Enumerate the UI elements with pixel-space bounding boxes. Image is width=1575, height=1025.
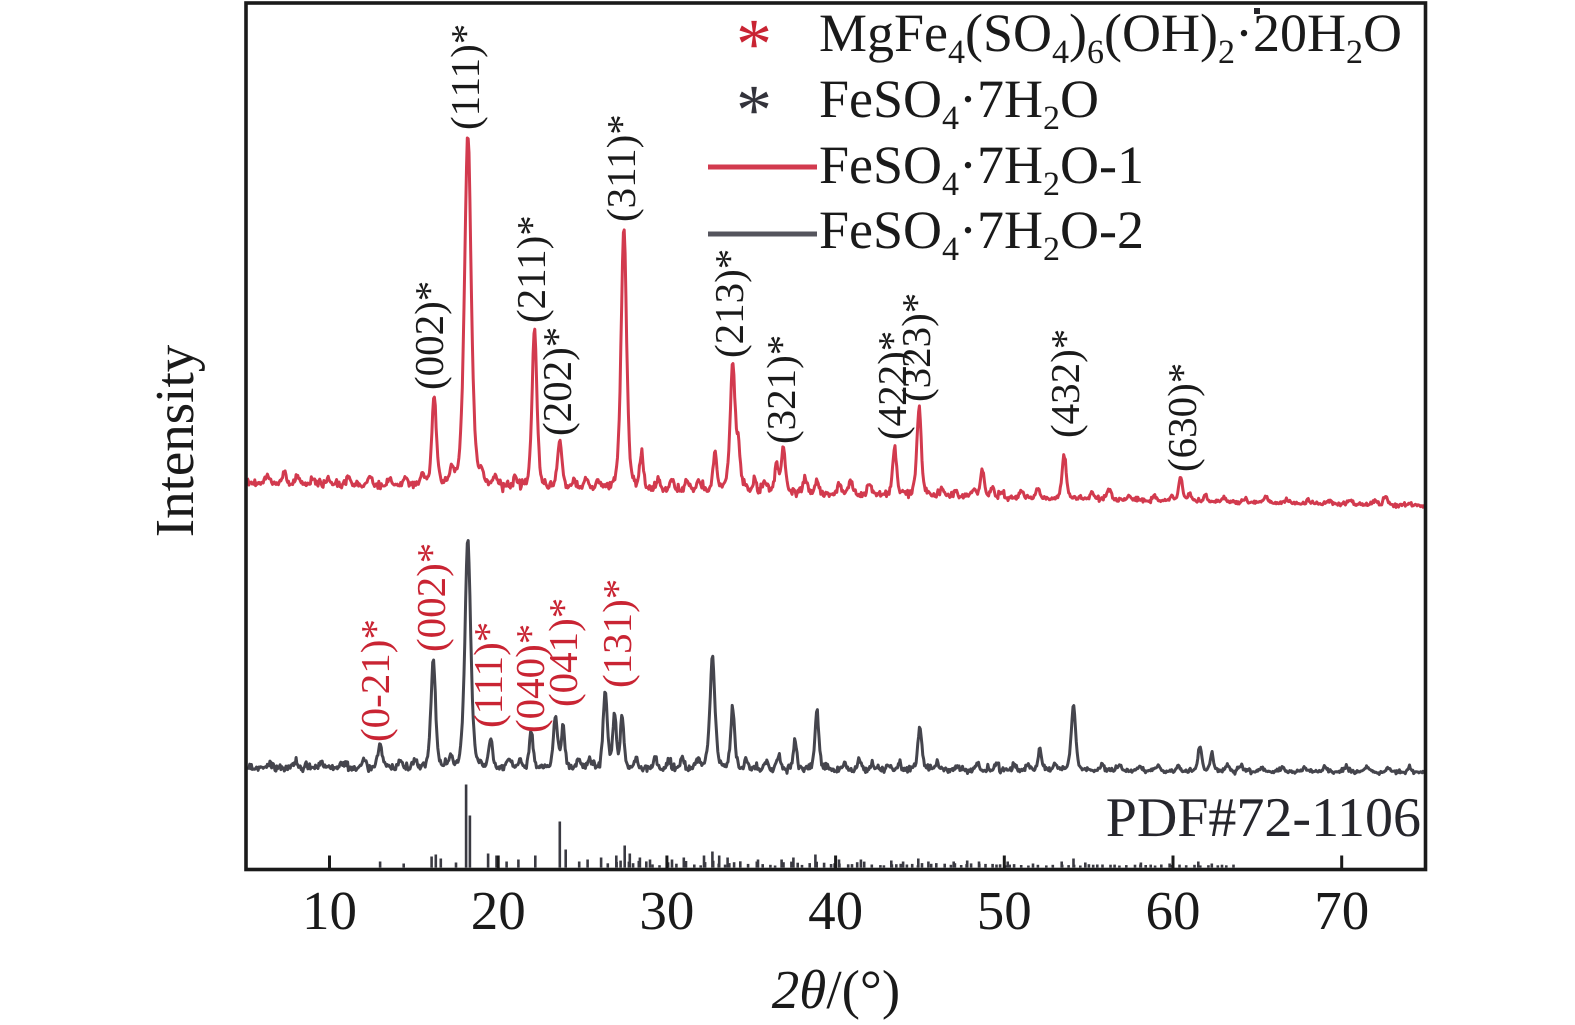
svg-text:FeSO4​·7H2​O-2: FeSO4​·7H2​O-2	[819, 200, 1144, 268]
svg-text:(630)*: (630)*	[1159, 363, 1205, 472]
svg-text:(321)*: (321)*	[758, 335, 804, 444]
svg-text:*: *	[736, 4, 772, 84]
svg-text:(111)*: (111)*	[465, 622, 511, 728]
svg-text:Intensity: Intensity	[144, 344, 205, 537]
svg-text:50: 50	[977, 880, 1032, 941]
svg-text:(131)*: (131)*	[594, 579, 640, 688]
svg-text:(040)*: (040)*	[507, 624, 553, 733]
svg-text:(211)*: (211)*	[508, 215, 554, 323]
svg-text:2θ/(°): 2θ/(°)	[772, 959, 900, 1020]
svg-text:*: *	[736, 70, 772, 150]
svg-text:30: 30	[639, 880, 694, 941]
svg-text:(213)*: (213)*	[706, 249, 752, 358]
svg-text:FeSO4​·7H2​O-1: FeSO4​·7H2​O-1	[819, 135, 1144, 203]
svg-text:(041)*: (041)*	[540, 598, 586, 707]
svg-text:70: 70	[1314, 880, 1369, 941]
svg-text:MgFe4​(SO4​)6​(OH)2​·20H2​O: MgFe4​(SO4​)6​(OH)2​·20H2​O	[819, 3, 1402, 71]
svg-text:(422)*: (422)*	[869, 331, 915, 440]
svg-text:(311)*: (311)*	[598, 114, 644, 222]
svg-text:40: 40	[808, 880, 863, 941]
svg-text:PDF#72-1106: PDF#72-1106	[1106, 787, 1421, 849]
svg-text:(202)*: (202)*	[534, 327, 580, 436]
svg-text:(002)*: (002)*	[406, 281, 452, 390]
svg-text:(323)*: (323)*	[893, 293, 939, 402]
svg-text:20: 20	[471, 880, 526, 941]
svg-text:(002)*: (002)*	[408, 543, 454, 652]
svg-text:60: 60	[1146, 880, 1201, 941]
svg-text:(0-21)*: (0-21)*	[352, 619, 398, 742]
svg-text:10: 10	[302, 880, 357, 941]
svg-text:(111)*: (111)*	[442, 24, 488, 130]
svg-text:(432)*: (432)*	[1042, 329, 1088, 438]
